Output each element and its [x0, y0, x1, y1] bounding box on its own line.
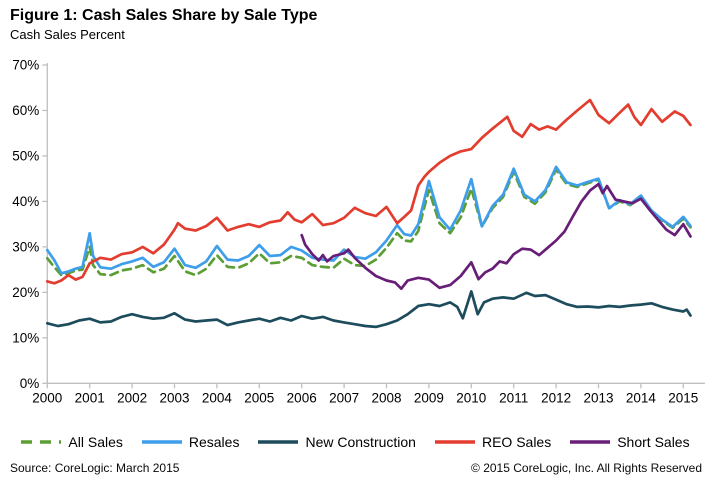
- x-tick-label: 2008: [371, 390, 401, 405]
- x-tick-label: 2005: [244, 390, 274, 405]
- x-tick-label: 2002: [117, 390, 147, 405]
- y-tick-label: 10%: [12, 330, 39, 345]
- series-line-reo-sales: [45, 98, 692, 285]
- x-tick-label: 2007: [329, 390, 359, 405]
- series-line-new-construction: [45, 290, 692, 329]
- x-tick-label: 2012: [541, 390, 571, 405]
- x-tick-label: 2015: [668, 390, 698, 405]
- legend-label-resales: Resales: [188, 434, 240, 450]
- legend-swatch-short-sales: [570, 440, 611, 444]
- x-tick-label: 2003: [159, 390, 189, 405]
- legend-label-reo-sales: REO Sales: [481, 434, 552, 450]
- source-text: Source: CoreLogic: March 2015: [10, 461, 180, 475]
- x-tick-label: 2009: [414, 390, 444, 405]
- series-line-resales: [45, 165, 692, 275]
- x-tick-label: 2006: [287, 390, 317, 405]
- legend-swatch-reo-sales: [434, 440, 475, 444]
- legend-label-all-sales: All Sales: [68, 434, 123, 450]
- legend-label-short-sales: Short Sales: [617, 434, 690, 450]
- x-tick-label: 2001: [75, 390, 105, 405]
- legend-label-new-construction: New Construction: [305, 434, 416, 450]
- legend-item-reo-sales: REO Sales: [434, 434, 551, 450]
- chart-subtitle: Cash Sales Percent: [10, 27, 125, 42]
- y-tick-label: 70%: [12, 58, 39, 73]
- copyright-text: © 2015 CoreLogic, Inc. All Rights Reserv…: [471, 461, 702, 475]
- y-tick-label: 30%: [12, 239, 39, 254]
- series-line-short-sales: [300, 182, 692, 291]
- x-tick-label: 2010: [456, 390, 486, 405]
- y-tick-label: 0%: [20, 376, 40, 391]
- y-tick-label: 60%: [12, 103, 39, 118]
- y-tick-label: 20%: [12, 285, 39, 300]
- legend-swatch-resales: [141, 440, 182, 444]
- legend-item-short-sales: Short Sales: [569, 434, 690, 450]
- x-tick-label: 2014: [626, 390, 657, 405]
- legend-swatch-all-sales: [21, 440, 62, 444]
- y-tick-label: 50%: [12, 148, 39, 163]
- legend-item-all-sales: All Sales: [20, 434, 123, 450]
- y-tick-label: 40%: [12, 194, 39, 209]
- x-tick-label: 2011: [499, 390, 528, 405]
- legend-item-resales: Resales: [141, 434, 240, 450]
- chart-title: Figure 1: Cash Sales Share by Sale Type: [10, 7, 318, 24]
- legend-item-new-construction: New Construction: [257, 434, 416, 450]
- legend-swatch-new-construction: [258, 440, 299, 444]
- x-tick-label: 2004: [202, 390, 233, 405]
- chart-legend: All Sales Resales New Construction REO Sale…: [0, 434, 710, 450]
- x-tick-label: 2013: [583, 390, 613, 405]
- x-tick-label: 2000: [32, 390, 62, 405]
- chart-header: Figure 1: Cash Sales Share by Sale Type …: [10, 6, 317, 43]
